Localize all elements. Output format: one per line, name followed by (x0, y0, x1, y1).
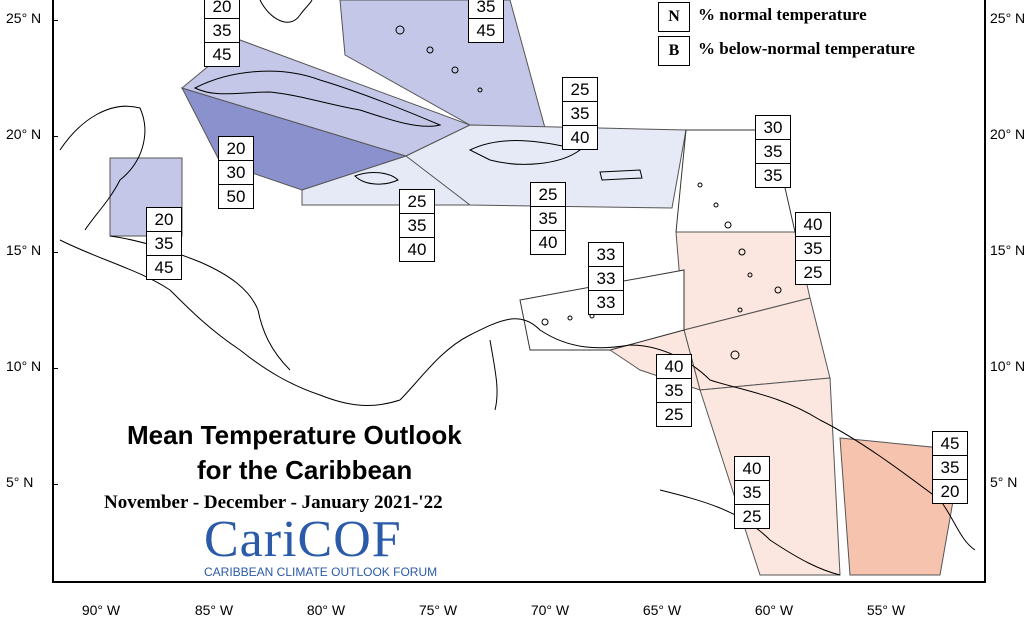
forecast-value: 25 (803, 263, 823, 282)
coastline-south-inland (659, 489, 841, 576)
forecast-value: 30 (219, 161, 253, 185)
forecast-value: 35 (657, 379, 691, 403)
lat-tick (52, 368, 58, 369)
forecast-value: 40 (796, 213, 830, 237)
forecast-box-suriname: 45 35 20 (932, 431, 968, 504)
forecast-box-windwards: 40 35 25 (795, 212, 831, 285)
forecast-value: 40 (538, 233, 558, 252)
forecast-value: 35 (735, 481, 769, 505)
lat-label-left: 15° N (6, 242, 42, 258)
zone-suriname (839, 437, 963, 576)
forecast-value: 25 (664, 405, 684, 424)
lat-tick (52, 136, 58, 137)
forecast-value: 45 (212, 45, 232, 64)
lat-label-left: 25° N (6, 10, 42, 26)
lat-tick (52, 20, 58, 21)
coastline-yucatan (59, 105, 146, 231)
forecast-box-cayman: 20 30 50 (218, 136, 254, 209)
forecast-value: 35 (205, 19, 239, 43)
forecast-value: 45 (476, 21, 496, 40)
forecast-value: 40 (735, 457, 769, 481)
forecast-value: 20 (219, 137, 253, 161)
lat-label-right: 20° N (990, 126, 1026, 142)
forecast-value: 35 (796, 237, 830, 261)
legend-label-below: % below-normal temperature (698, 39, 915, 58)
coastline-hispaniola (468, 140, 582, 165)
forecast-value: 50 (226, 187, 246, 206)
lat-label-left: 10° N (6, 358, 42, 374)
lat-label-right: 5° N (990, 474, 1018, 490)
coastline-central-america (59, 239, 401, 406)
forecast-value: 25 (563, 78, 597, 102)
forecast-value: 35 (763, 166, 783, 185)
lon-label: 75° W (418, 602, 458, 618)
forecast-box-belize: 20 35 45 (146, 207, 182, 280)
coastline-jamaica (354, 172, 399, 185)
forecast-value: 40 (657, 355, 691, 379)
lon-label: 85° W (194, 602, 234, 618)
coastline-puerto-rico (599, 169, 643, 181)
legend-label-normal: % normal temperature (698, 5, 867, 24)
map-frame (52, 0, 986, 583)
lon-label: 80° W (306, 602, 346, 618)
forecast-value: 25 (742, 507, 762, 526)
forecast-box-abc-islands: 33 33 33 (588, 242, 624, 315)
forecast-value: 35 (469, 0, 503, 19)
lon-label: 60° W (754, 602, 794, 618)
lon-label: 90° W (81, 602, 121, 618)
map-title-line1: Mean Temperature Outlook (127, 420, 462, 450)
forecast-value: 45 (933, 432, 967, 456)
forecast-value: 35 (563, 102, 597, 126)
forecast-box-cuba-west: 20 35 45 (204, 0, 240, 67)
lon-label: 55° W (866, 602, 906, 618)
zone-guyana (699, 377, 841, 576)
lat-label-left: 5° N (6, 474, 34, 490)
forecast-value: 35 (147, 232, 181, 256)
lon-label: 70° W (530, 602, 570, 618)
lat-tick (52, 252, 58, 253)
forecast-value: 20 (205, 0, 239, 19)
forecast-value: 40 (570, 128, 590, 147)
lon-label: 65° W (642, 602, 682, 618)
forecast-value: 20 (147, 208, 181, 232)
legend-key-normal: N (658, 2, 690, 32)
forecast-value: 33 (596, 293, 616, 312)
forecast-value: 33 (589, 267, 623, 291)
caricof-logo-subtitle: CARIBBEAN CLIMATE OUTLOOK FORUM (204, 565, 438, 579)
map-title-line2: for the Caribbean (197, 455, 413, 485)
forecast-box-jamaica: 25 35 40 (399, 189, 435, 262)
forecast-value: 35 (531, 207, 565, 231)
forecast-box-bahamas: 35 45 (468, 0, 504, 43)
forecast-value: 20 (940, 482, 960, 501)
coastline-florida (259, 0, 313, 23)
forecast-box-northern-leewards: 30 35 35 (755, 115, 791, 188)
forecast-value: 35 (756, 140, 790, 164)
map-period: November - December - January 2021-'22 (104, 492, 443, 513)
forecast-box-guyana: 40 35 25 (734, 456, 770, 529)
forecast-box-puerto-rico: 25 35 40 (562, 77, 598, 150)
lat-label-right: 25° N (990, 10, 1026, 26)
forecast-box-trinidad: 40 35 25 (656, 354, 692, 427)
lat-label-right: 15° N (990, 242, 1026, 258)
legend-key-below: B (658, 36, 690, 66)
forecast-value: 30 (756, 116, 790, 140)
forecast-value: 45 (154, 258, 174, 277)
forecast-value: 25 (400, 190, 434, 214)
lat-tick (52, 484, 58, 485)
coastline-central-america-north (109, 235, 291, 371)
forecast-value: 35 (400, 214, 434, 238)
caricof-logo: CariCOF (204, 511, 402, 568)
forecast-value: 33 (589, 243, 623, 267)
forecast-value: 40 (407, 240, 427, 259)
lat-label-left: 20° N (6, 126, 42, 142)
coastline-cuba (193, 70, 442, 127)
lat-label-right: 10° N (990, 358, 1026, 374)
forecast-value: 35 (933, 456, 967, 480)
coastline-venezuela-inland (489, 339, 498, 411)
forecast-box-hispaniola: 25 35 40 (530, 182, 566, 255)
zone-hispaniola (405, 124, 687, 209)
forecast-value: 25 (531, 183, 565, 207)
